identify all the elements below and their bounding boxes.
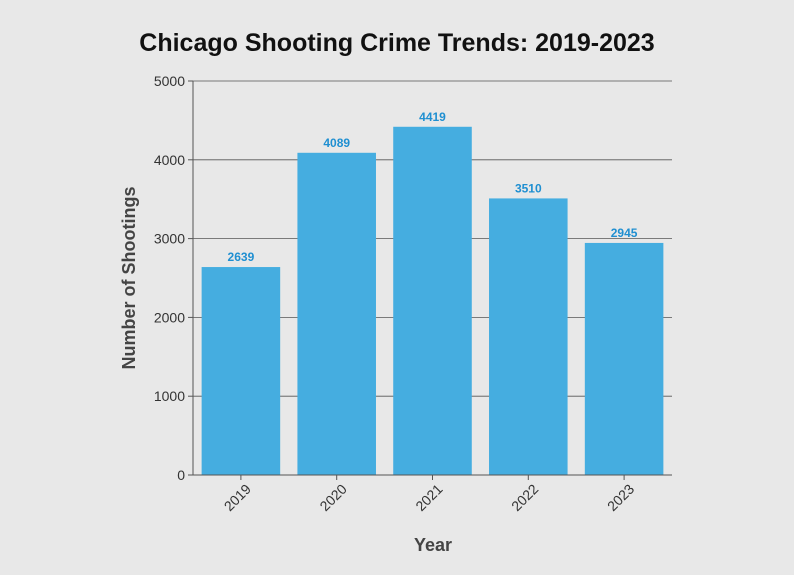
x-tick-labels: 2019 2020 2021 2022 2023 — [221, 481, 638, 514]
y-tick-labels: 0 1000 2000 3000 4000 5000 — [154, 73, 185, 483]
y-tick-label: 3000 — [154, 231, 185, 247]
bar — [393, 126, 472, 475]
data-label: 3510 — [515, 181, 542, 195]
x-tick-label: 2022 — [508, 481, 541, 514]
data-label: 2945 — [611, 226, 638, 240]
axes — [192, 81, 672, 480]
y-tick-label: 0 — [177, 467, 185, 483]
data-labels: 2639 4089 4419 3510 2945 — [228, 110, 638, 264]
y-tick-label: 2000 — [154, 309, 185, 325]
y-tick-label: 4000 — [154, 152, 185, 168]
y-tick-label: 1000 — [154, 388, 185, 404]
x-axis-title: Year — [414, 535, 452, 555]
chart-title: Chicago Shooting Crime Trends: 2019-2023 — [139, 29, 654, 57]
data-label: 4419 — [419, 110, 446, 124]
bars — [201, 126, 664, 476]
bar — [584, 242, 664, 475]
x-tick-label: 2021 — [412, 481, 445, 514]
bar — [201, 267, 281, 475]
x-tick-label: 2019 — [221, 481, 254, 514]
bar — [489, 198, 568, 476]
x-tick-label: 2020 — [316, 481, 349, 514]
x-tick-label: 2023 — [604, 481, 637, 514]
bar — [297, 152, 376, 475]
y-axis-title: Number of Shootings — [119, 187, 139, 370]
y-tick-label: 5000 — [154, 73, 185, 89]
data-label: 4089 — [323, 136, 350, 150]
data-label: 2639 — [228, 250, 255, 264]
